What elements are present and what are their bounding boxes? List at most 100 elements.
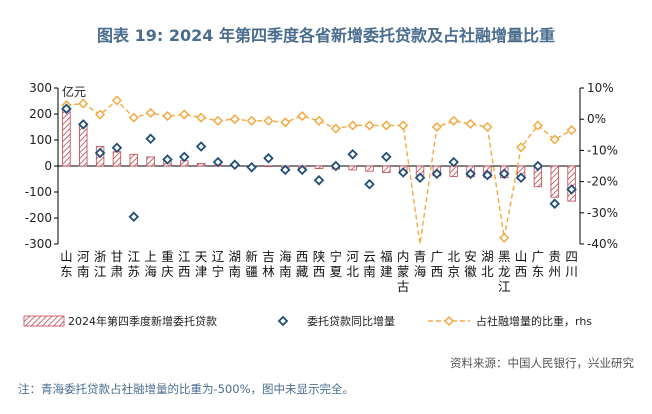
scatter-series <box>61 103 577 222</box>
bar-北京 <box>449 165 458 177</box>
legend-label-line: 占社融增量的比重，rhs <box>476 314 592 328</box>
line-point-辽宁 <box>212 115 224 126</box>
category-label-上海: 上海 <box>144 249 157 279</box>
left-tick-label: -100 <box>25 185 52 199</box>
category-label-甘肃: 甘肃 <box>111 249 124 279</box>
line-point-甘肃 <box>111 95 122 106</box>
category-label-河南: 河南 <box>77 249 90 279</box>
category-label-山东: 山东 <box>60 249 73 279</box>
line-point-黑龙江 <box>499 232 510 243</box>
category-label-天津: 天津 <box>195 249 208 279</box>
line-point-天津 <box>196 112 207 123</box>
line-point-新疆 <box>246 115 257 126</box>
category-label-江苏: 江苏 <box>128 249 141 279</box>
scatter-point-宁夏 <box>330 160 342 172</box>
bar-云南 <box>365 165 374 172</box>
scatter-point-河南 <box>77 119 89 130</box>
line-point-宁夏 <box>330 123 341 134</box>
category-label-吉林: 吉林 <box>262 249 275 279</box>
bar-上海 <box>146 156 155 167</box>
right-tick-label: -20% <box>587 175 618 189</box>
category-label-河北: 河北 <box>346 249 359 279</box>
left-tick-label: -300 <box>25 237 52 251</box>
legend: 2024年第四季度新增委托贷款 委托贷款同比增量 占社融增量的比重，rhs <box>23 314 592 328</box>
scatter-point-新疆 <box>246 162 257 173</box>
footnote: 注：青海委托贷款占社融增量的比重为-500%，图中未显示完全。 <box>18 382 355 396</box>
category-label-江西: 江西 <box>178 249 191 279</box>
category-label-四川: 四川 <box>565 249 578 279</box>
bar-天津 <box>196 162 206 167</box>
legend-label-diamond: 委托贷款同比增量 <box>307 314 395 328</box>
line-point-贵州 <box>549 134 560 145</box>
scatter-point-山西 <box>515 172 527 183</box>
line-point-河南 <box>78 98 89 109</box>
line-point-云南 <box>364 120 375 131</box>
scatter-point-黑龙江 <box>498 168 510 180</box>
scatter-point-江西 <box>179 151 190 163</box>
line-point-四川 <box>566 125 577 136</box>
category-label-重庆: 重庆 <box>161 249 174 279</box>
bar-河南 <box>79 124 88 167</box>
category-label-海南: 海南 <box>279 249 292 279</box>
scatter-point-云南 <box>364 178 375 190</box>
bar-甘肃 <box>112 151 122 167</box>
line-point-河北 <box>347 120 358 131</box>
category-label-山西: 山西 <box>515 249 528 279</box>
line-point-西藏 <box>297 111 308 122</box>
line-point-福建 <box>381 120 392 131</box>
bar-江苏 <box>129 153 138 167</box>
line-series <box>61 95 577 245</box>
right-tick-label: 10% <box>587 81 614 95</box>
line-point-吉林 <box>263 115 274 126</box>
bar-吉林 <box>264 165 273 168</box>
bar-河北 <box>348 165 357 171</box>
scatter-point-辽宁 <box>212 156 224 168</box>
category-label-湖南: 湖南 <box>229 249 242 279</box>
legend-swatch-line-marker <box>443 315 455 327</box>
category-label-北京: 北京 <box>447 249 460 279</box>
category-label-陕西: 陕西 <box>313 249 326 279</box>
bar-山东 <box>62 108 71 167</box>
line-point-内蒙古 <box>398 120 409 131</box>
category-label-安徽: 安徽 <box>464 249 477 279</box>
scatter-point-湖北 <box>482 169 493 181</box>
legend-swatch-bars <box>23 315 65 327</box>
legend-swatch-diamond <box>277 315 289 327</box>
left-tick-label: 100 <box>29 133 52 147</box>
category-label-福建: 福建 <box>380 249 393 279</box>
line-point-山西 <box>516 142 527 153</box>
scatter-point-上海 <box>145 133 156 144</box>
category-labels: 山东河南浙江甘肃江苏上海重庆江西天津辽宁湖南新疆吉林海南西藏陕西宁夏河北云南福建… <box>60 249 578 294</box>
category-label-广东: 广东 <box>532 249 545 279</box>
scatter-point-安徽 <box>465 168 476 180</box>
scatter-point-广东 <box>532 160 544 172</box>
scatter-point-浙江 <box>94 147 106 159</box>
line-point-陕西 <box>313 115 325 126</box>
line-point-湖南 <box>229 114 240 125</box>
category-label-云南: 云南 <box>363 249 376 279</box>
left-tick-label: 0 <box>44 159 52 173</box>
page-title: 图表 19: 2024 年第四季度各省新增委托贷款及占社融增量比重 <box>97 26 555 45</box>
scatter-point-广西 <box>431 168 443 180</box>
source-note: 资料来源：中国人民银行，兴业研究 <box>450 356 634 370</box>
scatter-point-四川 <box>566 184 577 195</box>
scatter-point-福建 <box>381 151 392 163</box>
left-tick-label: 300 <box>29 81 52 95</box>
right-tick-label: 0% <box>587 112 606 126</box>
bar-福建 <box>382 165 391 173</box>
scatter-point-北京 <box>448 156 459 168</box>
scatter-point-天津 <box>195 141 207 152</box>
line-point-广西 <box>431 121 442 133</box>
line-point-上海 <box>145 107 156 119</box>
line-point-浙江 <box>95 109 106 120</box>
category-label-浙江: 浙江 <box>94 249 107 279</box>
category-label-辽宁: 辽宁 <box>212 249 225 279</box>
scatter-point-山东 <box>61 103 72 115</box>
category-label-内蒙古: 内蒙古 <box>397 249 410 294</box>
bar-陕西 <box>314 165 324 169</box>
scatter-point-贵州 <box>549 198 561 209</box>
scatter-point-重庆 <box>162 154 173 165</box>
category-label-青海: 青海 <box>414 249 427 279</box>
scatter-point-海南 <box>280 164 291 176</box>
